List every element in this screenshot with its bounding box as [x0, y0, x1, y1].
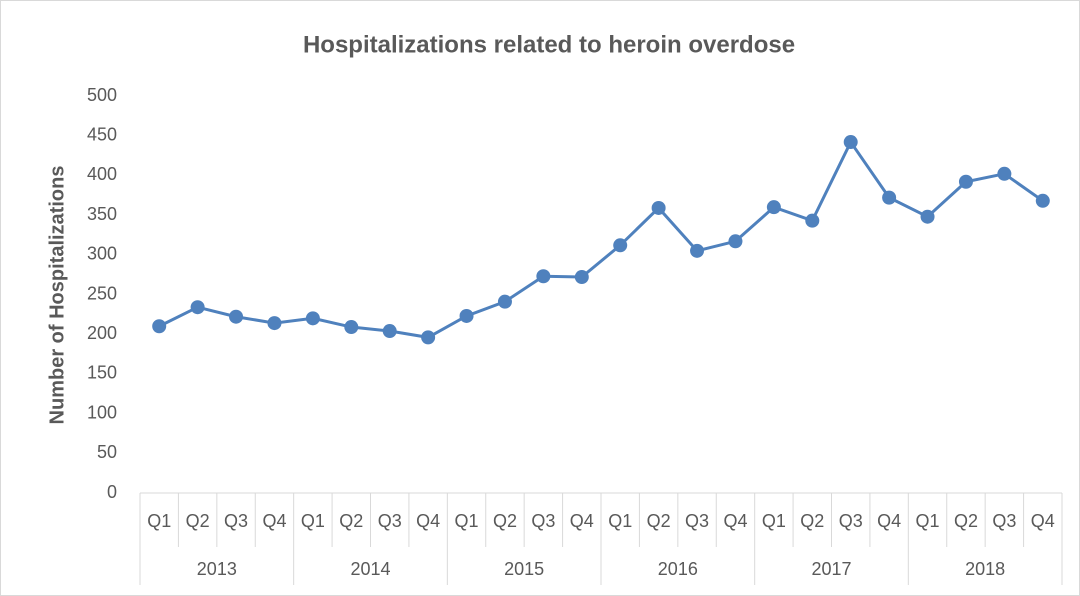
x-group-label: 2017 [811, 559, 851, 579]
y-tick-label: 0 [107, 482, 117, 502]
x-group-label: 2016 [658, 559, 698, 579]
x-tick-label: Q4 [723, 511, 747, 531]
x-tick-label: Q3 [839, 511, 863, 531]
x-tick-label: Q2 [186, 511, 210, 531]
y-tick-label: 100 [87, 402, 117, 422]
data-point [958, 174, 973, 189]
x-tick-label: Q2 [339, 511, 363, 531]
data-point [1035, 193, 1050, 208]
data-point [843, 135, 858, 150]
x-tick-label: Q4 [1031, 511, 1055, 531]
y-tick-label: 350 [87, 204, 117, 224]
y-tick-label: 400 [87, 164, 117, 184]
x-tick-label: Q4 [570, 511, 594, 531]
data-point [305, 311, 320, 326]
data-point [497, 294, 512, 309]
x-tick-label: Q3 [531, 511, 555, 531]
x-group-label: 2014 [350, 559, 390, 579]
x-group-label: 2013 [197, 559, 237, 579]
y-tick-label: 300 [87, 244, 117, 264]
x-tick-label: Q1 [301, 511, 325, 531]
data-point [728, 234, 743, 249]
data-point [421, 330, 436, 345]
data-point [459, 308, 474, 323]
x-tick-label: Q2 [647, 511, 671, 531]
y-axis-label: Number of Hospitalizations [46, 166, 68, 425]
data-point [190, 300, 205, 315]
x-tick-label: Q1 [608, 511, 632, 531]
data-point [152, 319, 167, 334]
data-point [805, 213, 820, 228]
x-tick-label: Q4 [262, 511, 286, 531]
y-tick-label: 450 [87, 124, 117, 144]
data-point [267, 316, 282, 331]
x-tick-label: Q2 [493, 511, 517, 531]
data-point [920, 209, 935, 224]
y-tick-label: 250 [87, 283, 117, 303]
chart-title: Hospitalizations related to heroin overd… [303, 31, 795, 58]
x-tick-label: Q3 [224, 511, 248, 531]
data-point [997, 166, 1012, 181]
x-tick-label: Q1 [455, 511, 479, 531]
x-tick-label: Q3 [992, 511, 1016, 531]
x-tick-label: Q2 [954, 511, 978, 531]
x-group-label: 2015 [504, 559, 544, 579]
data-point [766, 200, 781, 215]
x-tick-label: Q1 [147, 511, 171, 531]
x-tick-label: Q1 [916, 511, 940, 531]
y-tick-label: 150 [87, 363, 117, 383]
data-point [344, 320, 359, 335]
data-point [613, 238, 628, 253]
x-tick-label: Q3 [685, 511, 709, 531]
x-tick-label: Q4 [877, 511, 901, 531]
x-tick-label: Q1 [762, 511, 786, 531]
x-group-label: 2018 [965, 559, 1005, 579]
data-point [882, 190, 897, 205]
data-point [651, 200, 666, 215]
data-point [574, 270, 589, 285]
y-tick-label: 500 [87, 85, 117, 105]
data-point [690, 243, 705, 258]
y-tick-label: 50 [97, 442, 117, 462]
x-tick-label: Q2 [800, 511, 824, 531]
x-tick-label: Q3 [378, 511, 402, 531]
x-tick-label: Q4 [416, 511, 440, 531]
y-tick-label: 200 [87, 323, 117, 343]
data-point [536, 269, 551, 284]
data-point [382, 324, 397, 339]
data-point [229, 309, 244, 324]
